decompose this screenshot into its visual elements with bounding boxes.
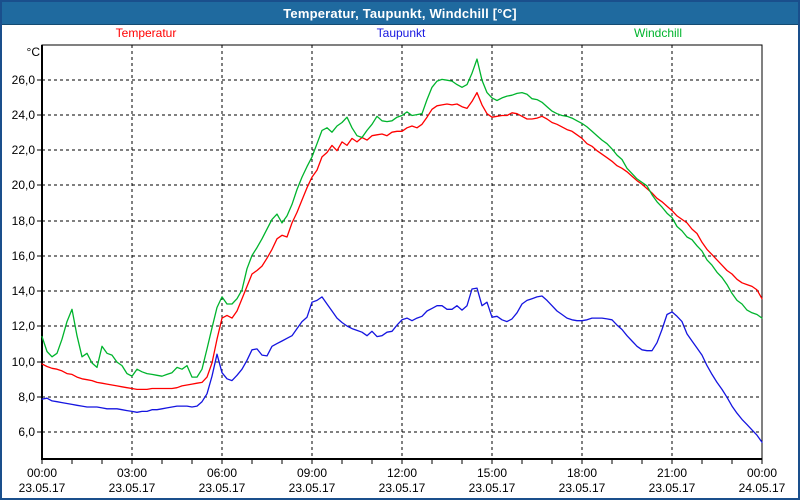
svg-text:23.05.17: 23.05.17 [199, 481, 246, 495]
y-axis-unit: °C [27, 45, 41, 59]
svg-text:23.05.17: 23.05.17 [109, 481, 156, 495]
svg-text:03:00: 03:00 [117, 466, 147, 480]
svg-text:23.05.17: 23.05.17 [469, 481, 516, 495]
svg-text:21:00: 21:00 [657, 466, 687, 480]
svg-text:00:00: 00:00 [747, 466, 777, 480]
temperatur-line [41, 91, 763, 391]
svg-text:23.05.17: 23.05.17 [289, 481, 336, 495]
svg-text:26,0: 26,0 [12, 73, 36, 87]
svg-text:16,0: 16,0 [12, 249, 36, 263]
svg-text:09:00: 09:00 [297, 466, 327, 480]
svg-text:20,0: 20,0 [12, 178, 36, 192]
svg-text:12,0: 12,0 [12, 319, 36, 333]
svg-text:18,0: 18,0 [12, 214, 36, 228]
svg-text:14,0: 14,0 [12, 284, 36, 298]
taupunkt-line [41, 287, 763, 443]
legend-taupunkt: Taupunkt [376, 26, 426, 40]
gridlines [42, 45, 762, 459]
svg-text:24,0: 24,0 [12, 108, 36, 122]
svg-text:10,0: 10,0 [12, 355, 36, 369]
chart-title: Temperatur, Taupunkt, Windchill [°C] [283, 5, 517, 21]
svg-text:12:00: 12:00 [387, 466, 417, 480]
tick-marks [37, 79, 763, 464]
legend-temperatur: Temperatur [115, 26, 177, 40]
svg-text:23.05.17: 23.05.17 [19, 481, 66, 495]
svg-text:00:00: 00:00 [27, 466, 57, 480]
svg-text:15:00: 15:00 [477, 466, 507, 480]
y-axis-labels: 6,0 8,0 10,0 12,0 14,0 16,0 18,0 20,0 22,0 24,0 26… [12, 73, 36, 439]
svg-text:23.05.17: 23.05.17 [559, 481, 606, 495]
svg-text:06:00: 06:00 [207, 466, 237, 480]
windchill-line [41, 58, 763, 378]
svg-text:23.05.17: 23.05.17 [379, 481, 426, 495]
title-bar: Temperatur, Taupunkt, Windchill [°C] [2, 2, 798, 25]
x-axis-labels: 00:0023.05.1703:0023.05.1706:0023.05.170… [19, 466, 786, 495]
svg-text:24.05.17: 24.05.17 [739, 481, 786, 495]
svg-text:23.05.17: 23.05.17 [649, 481, 696, 495]
svg-text:8,0: 8,0 [18, 390, 35, 404]
svg-text:18:00: 18:00 [567, 466, 597, 480]
svg-text:6,0: 6,0 [18, 425, 35, 439]
legend-windchill: Windchill [633, 26, 683, 40]
svg-text:22,0: 22,0 [12, 143, 36, 157]
